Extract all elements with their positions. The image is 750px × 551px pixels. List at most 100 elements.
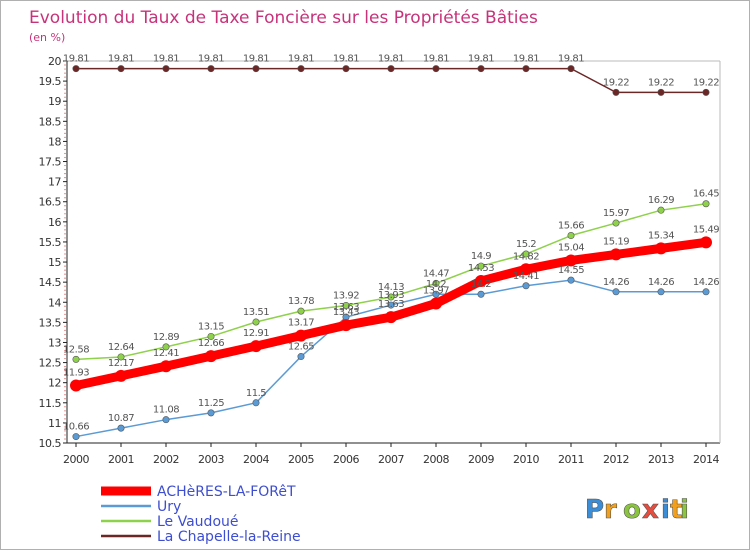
data-point: [387, 65, 395, 73]
data-point: [342, 65, 350, 73]
y-tick-label: 19.5: [39, 75, 62, 88]
data-point: [520, 263, 532, 276]
y-minor-tick: [64, 398, 66, 400]
legend-label: Le Vaudoué: [157, 514, 239, 530]
y-minor-tick: [64, 124, 66, 126]
data-label: 15.66: [558, 221, 584, 232]
series-0: [70, 236, 712, 392]
y-minor-tick: [64, 434, 66, 436]
y-tick-label: 11: [48, 417, 61, 430]
y-minor-tick: [64, 277, 66, 279]
data-label: 11.5: [246, 388, 266, 399]
y-minor-tick: [64, 209, 66, 211]
data-point: [162, 416, 170, 424]
y-minor-tick: [64, 293, 66, 295]
y-minor-tick: [64, 257, 66, 259]
x-tick-label: 2001: [108, 453, 134, 466]
logo-letter: i: [661, 495, 670, 525]
data-point: [657, 206, 665, 214]
y-minor-tick: [64, 366, 66, 368]
y-minor-tick: [64, 128, 66, 130]
y-minor-tick: [64, 193, 66, 195]
data-point: [567, 232, 575, 240]
data-label: 11.93: [63, 367, 89, 378]
data-label: 12.17: [108, 358, 134, 369]
y-minor-tick: [64, 349, 66, 352]
data-point: [432, 290, 440, 298]
y-minor-tick: [64, 325, 66, 327]
y-minor-tick: [64, 345, 66, 348]
data-point: [475, 274, 487, 287]
data-label: 13.17: [288, 318, 314, 329]
data-point: [567, 276, 575, 284]
data-label: 14.26: [693, 277, 719, 288]
y-minor-tick: [64, 132, 66, 134]
y-tick-label: 15.5: [39, 236, 62, 249]
y-tick-label: 11.5: [39, 397, 62, 410]
y-minor-tick: [64, 148, 66, 151]
y-tick-label: 13.5: [39, 316, 62, 329]
y-minor-tick: [64, 414, 66, 416]
data-point: [612, 219, 620, 227]
y-minor-tick: [64, 172, 66, 175]
data-label: 12.89: [153, 332, 179, 343]
data-label: 16.29: [648, 195, 674, 206]
data-label: 14.13: [378, 282, 404, 293]
y-minor-tick: [64, 378, 66, 380]
data-point: [702, 88, 710, 96]
data-label: 14.9: [471, 251, 491, 262]
data-point: [297, 65, 305, 73]
data-point: [657, 88, 665, 96]
y-minor-tick: [64, 273, 66, 275]
series-1: [72, 276, 710, 441]
data-label: 19.81: [288, 54, 314, 65]
data-label: 19.81: [153, 54, 179, 65]
x-tick-label: 2003: [198, 453, 224, 466]
data-point: [72, 65, 80, 73]
data-label: 12.64: [108, 342, 134, 353]
data-label: 19.81: [243, 54, 269, 65]
data-label: 12.91: [243, 328, 269, 339]
y-minor-tick: [64, 164, 66, 167]
data-point: [250, 340, 262, 353]
y-minor-tick: [64, 205, 66, 207]
data-label: 13.43: [333, 307, 359, 318]
y-minor-tick: [64, 285, 66, 287]
data-label: 11.08: [153, 405, 179, 416]
data-point: [702, 288, 710, 296]
data-point: [657, 288, 665, 296]
y-minor-tick: [64, 76, 66, 78]
data-label: 14.47: [423, 268, 449, 279]
y-minor-tick: [64, 197, 66, 199]
y-tick-label: 14: [48, 296, 61, 309]
y-minor-tick: [64, 370, 66, 372]
data-label: 19.81: [198, 54, 224, 65]
data-label: 15.19: [603, 236, 629, 247]
data-label: 13.63: [378, 299, 404, 310]
y-minor-tick: [64, 410, 66, 412]
data-label: 13.93: [378, 290, 404, 301]
y-minor-tick: [64, 72, 66, 74]
data-label: 19.22: [603, 77, 629, 88]
data-label: 12.65: [288, 342, 314, 353]
y-minor-tick: [64, 438, 66, 440]
x-tick-label: 2012: [603, 453, 629, 466]
y-minor-tick: [64, 229, 66, 231]
data-point: [610, 248, 622, 261]
y-minor-tick: [64, 317, 66, 319]
y-minor-tick: [64, 269, 66, 271]
y-minor-tick: [64, 309, 66, 311]
data-label: 15.97: [603, 208, 629, 219]
data-point: [252, 399, 260, 407]
data-point: [205, 350, 217, 363]
data-label: 16.45: [693, 189, 719, 200]
series-layer: [70, 65, 712, 441]
data-point: [477, 290, 485, 298]
data-point: [565, 254, 577, 267]
y-minor-tick: [64, 68, 66, 70]
data-label: 14.41: [513, 271, 539, 282]
data-point: [477, 65, 485, 73]
